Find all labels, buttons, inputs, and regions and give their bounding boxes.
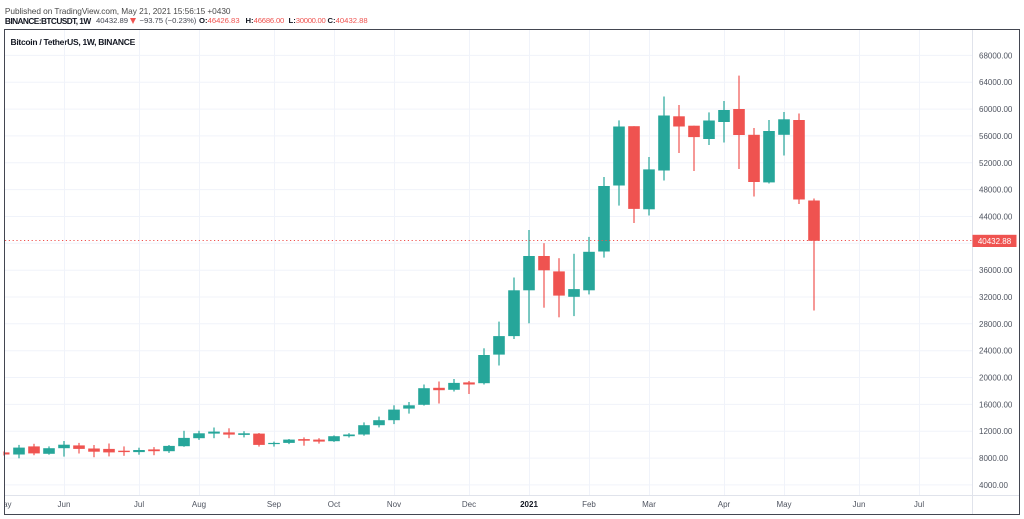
svg-text:Jul: Jul bbox=[134, 500, 144, 509]
svg-text:36000.00: 36000.00 bbox=[979, 266, 1013, 275]
svg-text:40432.88: 40432.88 bbox=[978, 237, 1012, 246]
svg-text:60000.00: 60000.00 bbox=[979, 105, 1013, 114]
svg-text:Jul: Jul bbox=[914, 500, 924, 509]
svg-text:52000.00: 52000.00 bbox=[979, 159, 1013, 168]
svg-text:68000.00: 68000.00 bbox=[979, 51, 1013, 60]
svg-text:Aug: Aug bbox=[192, 500, 206, 509]
svg-text:Sep: Sep bbox=[267, 500, 282, 509]
svg-text:May: May bbox=[0, 500, 12, 509]
svg-text:Feb: Feb bbox=[582, 500, 596, 509]
svg-text:Mar: Mar bbox=[642, 500, 656, 509]
svg-text:48000.00: 48000.00 bbox=[979, 186, 1013, 195]
svg-text:32000.00: 32000.00 bbox=[979, 293, 1013, 302]
svg-text:Dec: Dec bbox=[462, 500, 476, 509]
svg-text:4000.00: 4000.00 bbox=[979, 481, 1008, 490]
svg-text:28000.00: 28000.00 bbox=[979, 320, 1013, 329]
svg-text:16000.00: 16000.00 bbox=[979, 400, 1013, 409]
svg-text:May: May bbox=[776, 500, 791, 509]
svg-text:Jun: Jun bbox=[853, 500, 866, 509]
svg-text:56000.00: 56000.00 bbox=[979, 132, 1013, 141]
svg-text:20000.00: 20000.00 bbox=[979, 374, 1013, 383]
svg-text:64000.00: 64000.00 bbox=[979, 78, 1013, 87]
svg-text:Jun: Jun bbox=[58, 500, 71, 509]
svg-text:8000.00: 8000.00 bbox=[979, 454, 1008, 463]
svg-text:Nov: Nov bbox=[387, 500, 401, 509]
svg-text:12000.00: 12000.00 bbox=[979, 427, 1013, 436]
svg-text:44000.00: 44000.00 bbox=[979, 213, 1013, 222]
svg-text:2021: 2021 bbox=[520, 500, 538, 509]
svg-text:Apr: Apr bbox=[718, 500, 731, 509]
svg-text:24000.00: 24000.00 bbox=[979, 347, 1013, 356]
svg-text:Oct: Oct bbox=[328, 500, 341, 509]
